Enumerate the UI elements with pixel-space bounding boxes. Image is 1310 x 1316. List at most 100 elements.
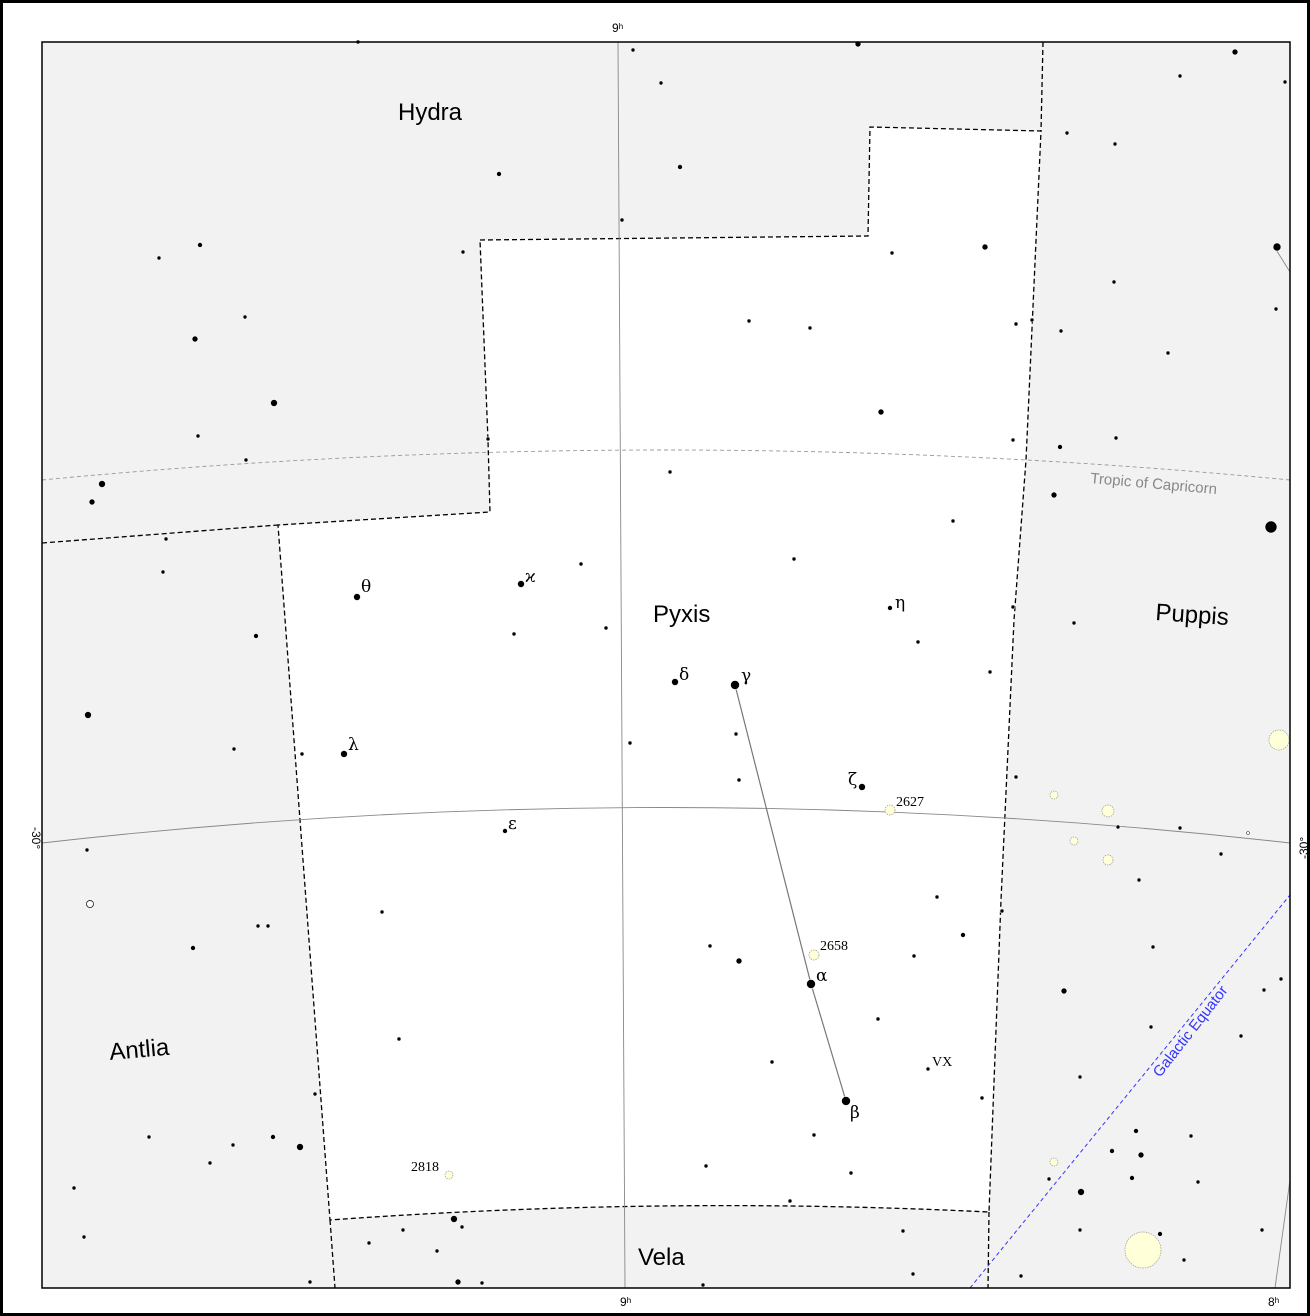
- star: [677, 164, 683, 170]
- star: [1113, 435, 1119, 441]
- star: [1013, 774, 1019, 780]
- star: [190, 945, 196, 951]
- star: [84, 847, 90, 853]
- constellation-name: Puppis: [1155, 599, 1230, 631]
- star: [791, 556, 797, 562]
- star: [999, 908, 1005, 914]
- variable-label: VX: [932, 1055, 952, 1070]
- pyxis-boundary: [277, 126, 1042, 1221]
- star: [858, 783, 866, 791]
- star: [191, 335, 199, 343]
- star: [1111, 279, 1117, 285]
- star: [434, 1248, 440, 1254]
- star: [496, 171, 502, 177]
- star: [667, 469, 673, 475]
- star: [1064, 130, 1070, 136]
- star: [517, 580, 525, 588]
- star: [255, 923, 261, 929]
- star: [841, 1096, 851, 1106]
- cluster: [1069, 836, 1079, 846]
- star: [265, 923, 271, 929]
- star: [396, 1036, 402, 1042]
- star: [658, 80, 664, 86]
- object-label: 2658: [820, 939, 848, 954]
- star: [1157, 1231, 1163, 1237]
- constellation-name: Pyxis: [653, 601, 710, 628]
- star: [1029, 317, 1035, 323]
- star: [619, 217, 625, 223]
- star: [1071, 620, 1077, 626]
- star-label: ε: [508, 814, 517, 834]
- star: [925, 1066, 931, 1072]
- star: [900, 1228, 906, 1234]
- star: [296, 1143, 304, 1151]
- star: [1188, 1133, 1194, 1139]
- grid-lines: [41, 41, 1291, 1289]
- star: [146, 1134, 152, 1140]
- star: [807, 325, 813, 331]
- star: [366, 1240, 372, 1246]
- constellation-name: Vela: [638, 1244, 685, 1271]
- star: [1273, 306, 1279, 312]
- dec-label: -30°: [29, 827, 43, 849]
- constellation-name: Antlia: [108, 1034, 171, 1066]
- galaxy: [86, 900, 94, 908]
- star: [987, 669, 993, 675]
- star: [312, 1091, 318, 1097]
- star: [910, 1271, 916, 1277]
- star-label: ϰ: [525, 567, 536, 587]
- star: [379, 909, 385, 915]
- star: [1195, 1179, 1201, 1185]
- cluster: [1268, 729, 1290, 751]
- tropic-line: [41, 449, 1291, 481]
- cluster: [884, 804, 896, 816]
- star: [735, 957, 743, 965]
- star: [1282, 79, 1288, 85]
- star: [1013, 321, 1019, 327]
- ra-label: 8ʰ: [1268, 1295, 1280, 1309]
- cluster: [808, 949, 820, 961]
- star: [1050, 491, 1058, 499]
- star: [1046, 1176, 1052, 1182]
- star: [811, 1132, 817, 1138]
- star: [875, 1016, 881, 1022]
- star-label: η: [895, 593, 905, 613]
- star: [1010, 437, 1016, 443]
- star: [1112, 141, 1118, 147]
- star: [911, 953, 917, 959]
- star: [485, 436, 491, 442]
- star: [746, 318, 752, 324]
- star: [71, 1185, 77, 1191]
- star: [1150, 944, 1156, 950]
- star: [627, 740, 633, 746]
- star-label: θ: [361, 577, 371, 597]
- star: [270, 399, 278, 407]
- star: [243, 457, 249, 463]
- star: [1137, 1151, 1145, 1159]
- clusters: [86, 729, 1290, 1269]
- star: [1133, 1128, 1139, 1134]
- star-label: β: [850, 1103, 860, 1123]
- cluster: [444, 1170, 454, 1180]
- star: [307, 1279, 313, 1285]
- star: [84, 711, 92, 719]
- star: [730, 680, 740, 690]
- star: [1148, 1024, 1154, 1030]
- star: [981, 243, 989, 251]
- star: [230, 1142, 236, 1148]
- star: [934, 894, 940, 900]
- star: [1109, 1148, 1115, 1154]
- star: [787, 1198, 793, 1204]
- star: [460, 249, 466, 255]
- star: [1077, 1188, 1085, 1196]
- star: [1077, 1074, 1083, 1080]
- star: [915, 639, 921, 645]
- object-label: 2818: [411, 1160, 439, 1175]
- object-label: 2627: [896, 795, 924, 810]
- star: [511, 631, 517, 637]
- chart-frame: [41, 41, 1291, 1289]
- star: [960, 932, 966, 938]
- stars: [71, 39, 1288, 1288]
- dec-label: -30°: [1297, 837, 1310, 859]
- star: [450, 1215, 458, 1223]
